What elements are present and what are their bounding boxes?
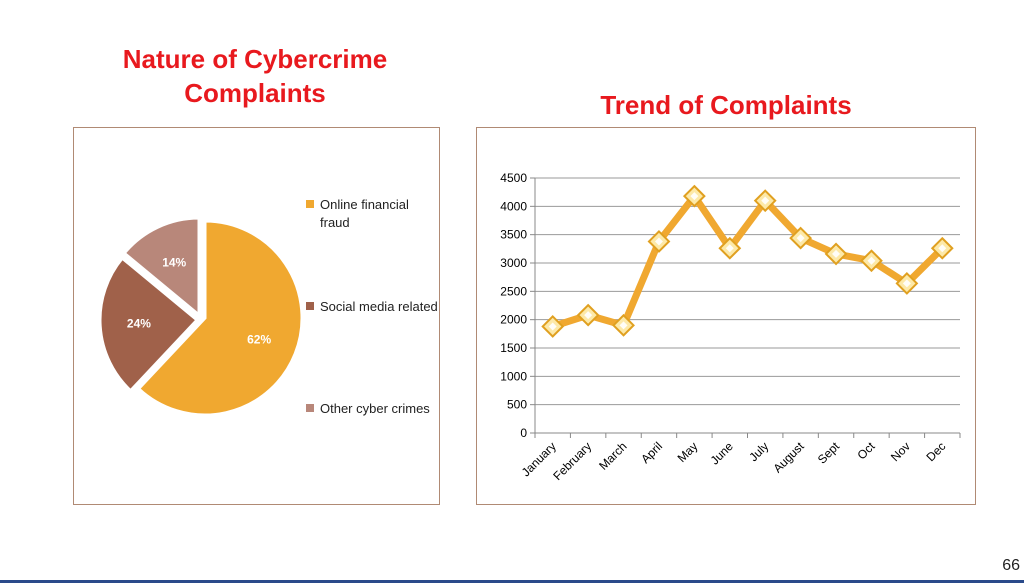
- x-tick-label: March: [596, 439, 629, 472]
- data-point-marker: [824, 242, 848, 266]
- pie-slice: [122, 216, 201, 319]
- legend-label: Online financial fraud: [320, 197, 409, 230]
- legend-label: Other cyber crimes: [320, 401, 430, 416]
- x-tick-label: Dec: [923, 439, 948, 464]
- x-tick-label: April: [638, 439, 665, 466]
- page-number: 66: [1002, 557, 1020, 574]
- pie-slice-label: 14%: [162, 255, 186, 269]
- y-tick-label: 500: [507, 398, 527, 412]
- x-tick-label: Oct: [854, 439, 878, 463]
- x-tick-label: May: [675, 439, 701, 465]
- pie-slice: [136, 219, 304, 417]
- data-point-marker: [576, 303, 600, 327]
- legend-swatch-social-media-related: [306, 302, 314, 310]
- data-point-marker: [895, 271, 919, 295]
- y-tick-label: 0: [520, 426, 527, 440]
- pie-chart-title: Nature of Cybercrime Complaints: [122, 44, 388, 108]
- y-tick-label: 1000: [500, 369, 527, 383]
- line-chart-panel: 0 500 1000 1500 2000 2500 3000 3500 4000 4500 Janu…: [476, 127, 976, 505]
- data-point-marker: [753, 189, 777, 213]
- y-tick-label: 1500: [500, 341, 527, 355]
- legend-swatch-online-financial-fraud: [306, 200, 314, 208]
- legend-item-other-cyber-crimes: Other cyber crimes: [306, 400, 440, 418]
- bottom-border: [0, 580, 1024, 583]
- x-tick-label: February: [550, 439, 594, 483]
- x-tick-label: August: [770, 439, 807, 476]
- data-point-marker: [682, 184, 706, 208]
- line-chart: 050010001500200025003000350040004500Janu…: [500, 171, 961, 483]
- pie-chart: 62% 24% 14%: [98, 216, 304, 417]
- x-tick-label: June: [708, 439, 737, 468]
- legend-label: Social media related: [320, 299, 438, 314]
- data-point-marker: [612, 313, 635, 337]
- data-point-marker: [860, 249, 883, 273]
- legend-swatch-other-cyber-crimes: [306, 404, 314, 412]
- data-point-marker: [718, 236, 742, 260]
- line-chart-title: Trend of Complaints: [600, 90, 852, 120]
- data-point-marker: [647, 230, 671, 253]
- legend-item-online-financial-fraud: Online financial fraud: [306, 196, 440, 232]
- x-tick-label: Sept: [815, 439, 843, 467]
- y-tick-label: 3500: [500, 228, 527, 242]
- data-point-marker: [789, 226, 813, 250]
- pie-chart-panel: 62% 24% 14% Online financial fraud Social …: [73, 127, 440, 505]
- y-tick-label: 3000: [500, 256, 527, 270]
- y-tick-label: 2500: [500, 284, 527, 298]
- pie-slice: [98, 256, 200, 393]
- series-line: [549, 192, 946, 330]
- data-point-marker: [541, 315, 565, 338]
- y-tick-label: 2000: [500, 313, 527, 327]
- y-tick-label: 4500: [500, 171, 527, 185]
- data-point-marker: [930, 236, 954, 260]
- x-tick-label: Nov: [888, 439, 913, 464]
- pie-slice-label: 62%: [247, 332, 271, 346]
- y-tick-label: 4000: [500, 199, 527, 213]
- legend-item-social-media-related: Social media related: [306, 298, 440, 316]
- pie-slice-label: 24%: [127, 317, 151, 331]
- x-tick-label: July: [746, 439, 771, 464]
